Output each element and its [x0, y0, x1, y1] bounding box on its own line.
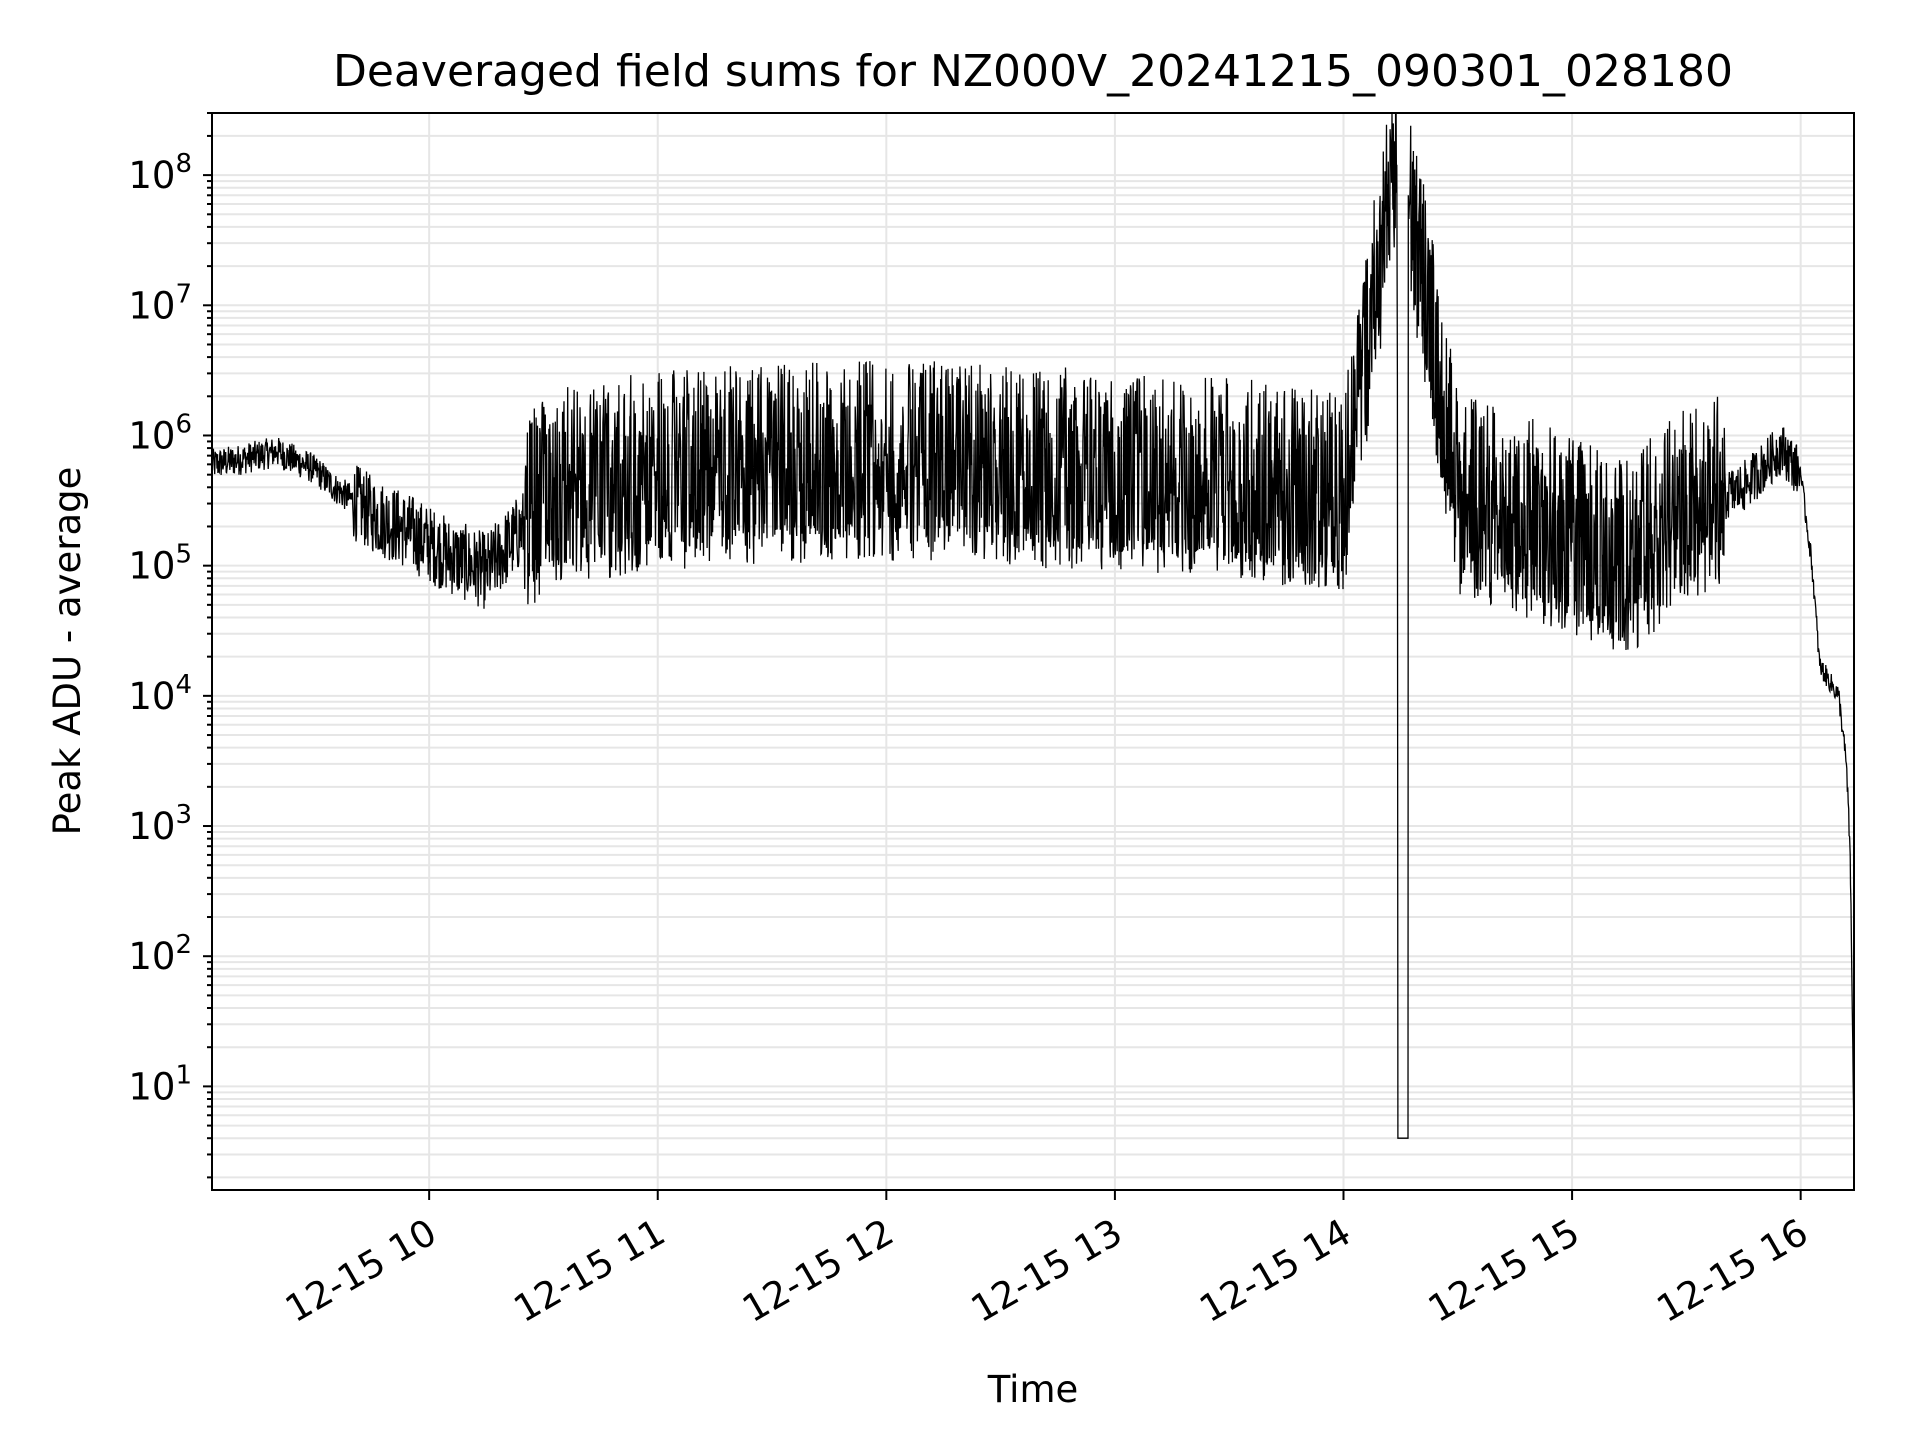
y-tick-label: 108 [128, 149, 192, 197]
series-line [211, 112, 1855, 1139]
y-tick-label: 103 [128, 800, 192, 848]
x-tick-label: 12-15 14 [1192, 1211, 1358, 1331]
chart-title: Deaveraged field sums for NZ000V_2024121… [333, 46, 1733, 97]
x-tick-label: 12-15 10 [278, 1211, 444, 1331]
ticks-layer: 101 102 103 104 105 106 107 108 12-15 10 12-15 11… [128, 112, 1816, 1331]
y-axis-label: Peak ADU - average [46, 467, 89, 836]
x-tick-label: 12-15 13 [964, 1211, 1130, 1331]
y-tick-label: 101 [128, 1060, 192, 1108]
y-tick-label: 102 [128, 930, 192, 978]
x-tick-label: 12-15 11 [507, 1211, 673, 1331]
y-tick-label: 104 [128, 670, 192, 718]
plot-frame [211, 112, 1855, 1191]
y-tick-label: 105 [128, 540, 192, 588]
y-tick-label: 106 [128, 409, 192, 457]
series-layer [211, 112, 1855, 1139]
y-tick-label: 107 [128, 279, 192, 327]
x-tick-label: 12-15 12 [735, 1211, 901, 1331]
x-tick-label: 12-15 16 [1650, 1211, 1816, 1331]
grid-layer [212, 112, 1854, 1190]
x-tick-label: 12-15 15 [1421, 1211, 1587, 1331]
x-axis-label: Time [987, 1368, 1079, 1411]
